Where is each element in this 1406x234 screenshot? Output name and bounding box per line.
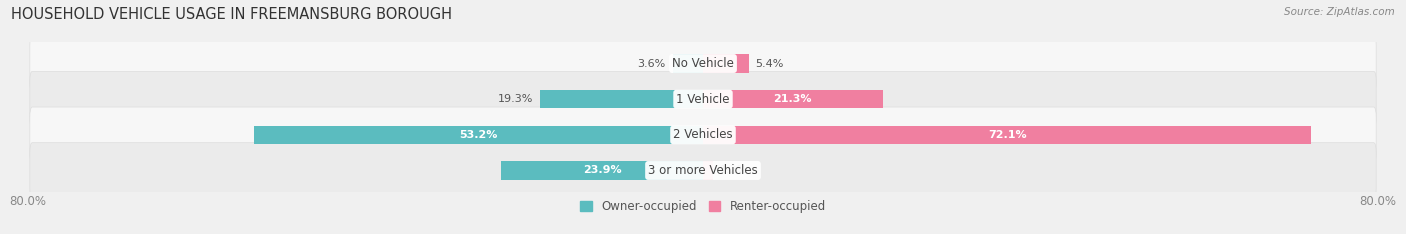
Text: 5.4%: 5.4% xyxy=(755,58,783,69)
Legend: Owner-occupied, Renter-occupied: Owner-occupied, Renter-occupied xyxy=(579,200,827,213)
Bar xyxy=(703,90,883,108)
Text: 3.6%: 3.6% xyxy=(638,58,666,69)
Text: 1.2%: 1.2% xyxy=(720,165,748,176)
Bar xyxy=(703,54,748,73)
Text: Source: ZipAtlas.com: Source: ZipAtlas.com xyxy=(1284,7,1395,17)
Text: 21.3%: 21.3% xyxy=(773,94,813,104)
Text: No Vehicle: No Vehicle xyxy=(672,57,734,70)
Bar xyxy=(502,161,703,180)
FancyBboxPatch shape xyxy=(30,143,1376,198)
Bar xyxy=(254,126,703,144)
Text: 19.3%: 19.3% xyxy=(498,94,533,104)
FancyBboxPatch shape xyxy=(30,71,1376,127)
Text: 72.1%: 72.1% xyxy=(988,130,1026,140)
Text: 2 Vehicles: 2 Vehicles xyxy=(673,128,733,141)
FancyBboxPatch shape xyxy=(30,36,1376,91)
Text: 1 Vehicle: 1 Vehicle xyxy=(676,93,730,106)
Bar xyxy=(540,90,703,108)
Text: 23.9%: 23.9% xyxy=(583,165,621,176)
Text: 3 or more Vehicles: 3 or more Vehicles xyxy=(648,164,758,177)
Bar xyxy=(703,161,713,180)
Text: 53.2%: 53.2% xyxy=(460,130,498,140)
Bar xyxy=(672,54,703,73)
FancyBboxPatch shape xyxy=(30,107,1376,163)
Bar xyxy=(703,126,1312,144)
Text: HOUSEHOLD VEHICLE USAGE IN FREEMANSBURG BOROUGH: HOUSEHOLD VEHICLE USAGE IN FREEMANSBURG … xyxy=(11,7,453,22)
